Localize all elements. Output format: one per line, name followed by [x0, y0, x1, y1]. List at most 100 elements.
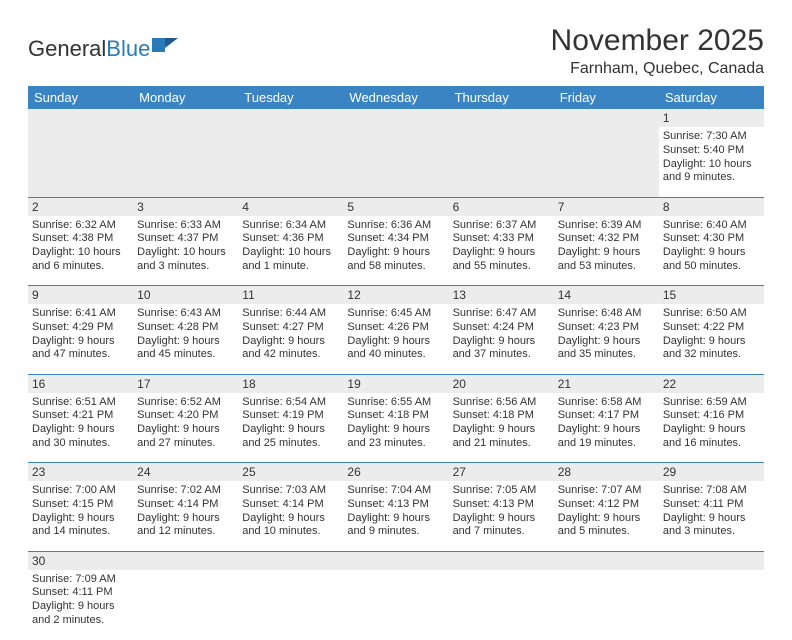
sunrise-line: Sunrise: 6:59 AM: [663, 396, 760, 410]
weekday-header: Tuesday: [238, 86, 343, 109]
daylight-line: Daylight: 9 hours and 14 minutes.: [32, 512, 129, 540]
sunrise-line: Sunrise: 6:56 AM: [453, 396, 550, 410]
sunset-line: Sunset: 4:26 PM: [347, 321, 444, 335]
sunset-line: Sunset: 4:36 PM: [242, 232, 339, 246]
sunrise-line: Sunrise: 6:58 AM: [558, 396, 655, 410]
day-detail-row: Sunrise: 6:32 AMSunset: 4:38 PMDaylight:…: [28, 216, 764, 286]
sunrise-line: Sunrise: 6:52 AM: [137, 396, 234, 410]
daylight-line: Daylight: 9 hours and 42 minutes.: [242, 335, 339, 363]
sunset-line: Sunset: 4:28 PM: [137, 321, 234, 335]
daylight-line: Daylight: 9 hours and 55 minutes.: [453, 246, 550, 274]
day-detail-cell: Sunrise: 6:56 AMSunset: 4:18 PMDaylight:…: [449, 393, 554, 463]
sunset-line: Sunset: 4:22 PM: [663, 321, 760, 335]
sunrise-line: Sunrise: 6:48 AM: [558, 307, 655, 321]
day-number-cell: 12: [343, 286, 448, 305]
page-title: November 2025: [551, 24, 764, 58]
daylight-line: Daylight: 9 hours and 16 minutes.: [663, 423, 760, 451]
weekday-header: Friday: [554, 86, 659, 109]
weekday-header: Wednesday: [343, 86, 448, 109]
day-number-cell: 18: [238, 374, 343, 393]
sunrise-line: Sunrise: 6:32 AM: [32, 219, 129, 233]
day-number-cell: [343, 551, 448, 570]
day-detail-cell: Sunrise: 6:45 AMSunset: 4:26 PMDaylight:…: [343, 304, 448, 374]
day-number-cell: [554, 551, 659, 570]
sunrise-line: Sunrise: 6:41 AM: [32, 307, 129, 321]
day-number-cell: 17: [133, 374, 238, 393]
day-number-cell: 24: [133, 463, 238, 482]
day-number-cell: 8: [659, 197, 764, 216]
daylight-line: Daylight: 10 hours and 9 minutes.: [663, 158, 760, 186]
day-number-cell: 22: [659, 374, 764, 393]
sunrise-line: Sunrise: 7:09 AM: [32, 573, 129, 587]
day-number-cell: [554, 109, 659, 127]
sunset-line: Sunset: 4:14 PM: [242, 498, 339, 512]
daylight-line: Daylight: 9 hours and 50 minutes.: [663, 246, 760, 274]
day-number-cell: [449, 109, 554, 127]
day-number-cell: 1: [659, 109, 764, 127]
day-detail-cell: Sunrise: 7:04 AMSunset: 4:13 PMDaylight:…: [343, 481, 448, 551]
day-detail-cell: [238, 127, 343, 197]
daylight-line: Daylight: 9 hours and 12 minutes.: [137, 512, 234, 540]
day-number-cell: [238, 109, 343, 127]
title-block: November 2025 Farnham, Quebec, Canada: [551, 24, 764, 78]
day-detail-cell: Sunrise: 6:40 AMSunset: 4:30 PMDaylight:…: [659, 216, 764, 286]
day-number-cell: 6: [449, 197, 554, 216]
day-detail-cell: [554, 570, 659, 640]
sunset-line: Sunset: 4:11 PM: [663, 498, 760, 512]
day-number-cell: 3: [133, 197, 238, 216]
day-number-cell: 5: [343, 197, 448, 216]
logo-text-2: Blue: [106, 36, 150, 61]
day-number-row: 1: [28, 109, 764, 127]
sunrise-line: Sunrise: 7:08 AM: [663, 484, 760, 498]
day-detail-cell: Sunrise: 6:54 AMSunset: 4:19 PMDaylight:…: [238, 393, 343, 463]
day-detail-cell: Sunrise: 6:36 AMSunset: 4:34 PMDaylight:…: [343, 216, 448, 286]
sunset-line: Sunset: 4:17 PM: [558, 409, 655, 423]
day-number-cell: 25: [238, 463, 343, 482]
sunset-line: Sunset: 4:32 PM: [558, 232, 655, 246]
daylight-line: Daylight: 9 hours and 5 minutes.: [558, 512, 655, 540]
day-number-cell: 23: [28, 463, 133, 482]
sunset-line: Sunset: 4:13 PM: [453, 498, 550, 512]
flag-icon: [152, 34, 178, 57]
sunset-line: Sunset: 4:33 PM: [453, 232, 550, 246]
day-number-cell: 4: [238, 197, 343, 216]
sunset-line: Sunset: 4:37 PM: [137, 232, 234, 246]
sunset-line: Sunset: 5:40 PM: [663, 144, 760, 158]
day-detail-cell: Sunrise: 6:44 AMSunset: 4:27 PMDaylight:…: [238, 304, 343, 374]
day-detail-cell: Sunrise: 7:08 AMSunset: 4:11 PMDaylight:…: [659, 481, 764, 551]
day-detail-cell: Sunrise: 7:07 AMSunset: 4:12 PMDaylight:…: [554, 481, 659, 551]
day-number-cell: 21: [554, 374, 659, 393]
day-detail-cell: [659, 570, 764, 640]
sunset-line: Sunset: 4:16 PM: [663, 409, 760, 423]
day-detail-cell: Sunrise: 6:51 AMSunset: 4:21 PMDaylight:…: [28, 393, 133, 463]
sunrise-line: Sunrise: 6:40 AM: [663, 219, 760, 233]
day-number-cell: 15: [659, 286, 764, 305]
day-number-cell: 2: [28, 197, 133, 216]
day-detail-cell: Sunrise: 6:55 AMSunset: 4:18 PMDaylight:…: [343, 393, 448, 463]
daylight-line: Daylight: 9 hours and 53 minutes.: [558, 246, 655, 274]
sunrise-line: Sunrise: 7:30 AM: [663, 130, 760, 144]
sunset-line: Sunset: 4:27 PM: [242, 321, 339, 335]
daylight-line: Daylight: 9 hours and 32 minutes.: [663, 335, 760, 363]
sunrise-line: Sunrise: 6:37 AM: [453, 219, 550, 233]
day-number-cell: [238, 551, 343, 570]
day-detail-cell: Sunrise: 7:30 AMSunset: 5:40 PMDaylight:…: [659, 127, 764, 197]
day-detail-cell: Sunrise: 6:50 AMSunset: 4:22 PMDaylight:…: [659, 304, 764, 374]
sunrise-line: Sunrise: 6:34 AM: [242, 219, 339, 233]
day-number-cell: 19: [343, 374, 448, 393]
sunrise-line: Sunrise: 6:33 AM: [137, 219, 234, 233]
weekday-header: Monday: [133, 86, 238, 109]
day-detail-cell: Sunrise: 7:03 AMSunset: 4:14 PMDaylight:…: [238, 481, 343, 551]
sunset-line: Sunset: 4:24 PM: [453, 321, 550, 335]
day-detail-cell: [343, 127, 448, 197]
day-number-row: 9101112131415: [28, 286, 764, 305]
day-number-cell: 10: [133, 286, 238, 305]
sunrise-line: Sunrise: 7:02 AM: [137, 484, 234, 498]
day-detail-cell: [449, 127, 554, 197]
day-detail-row: Sunrise: 6:41 AMSunset: 4:29 PMDaylight:…: [28, 304, 764, 374]
logo-text-1: General: [28, 36, 106, 61]
day-detail-row: Sunrise: 7:09 AMSunset: 4:11 PMDaylight:…: [28, 570, 764, 640]
day-number-cell: [133, 551, 238, 570]
day-number-cell: 29: [659, 463, 764, 482]
day-detail-cell: Sunrise: 7:02 AMSunset: 4:14 PMDaylight:…: [133, 481, 238, 551]
